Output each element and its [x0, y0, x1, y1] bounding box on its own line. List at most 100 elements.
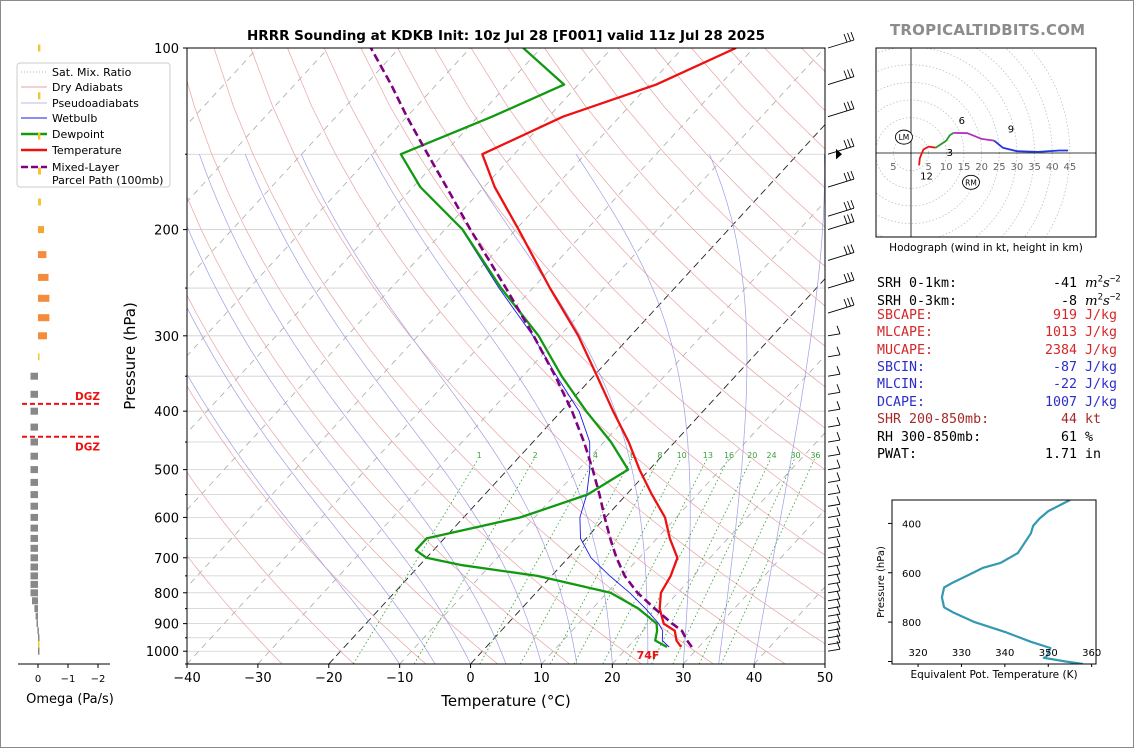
- right-mover-label: RM: [965, 178, 977, 187]
- omega-bar: [30, 563, 38, 571]
- omega-bar: [30, 589, 38, 597]
- theta-e-xlabel: Equivalent Pot. Temperature (K): [910, 669, 1077, 681]
- wind-barb: [827, 484, 841, 496]
- hodograph-height-label: 6: [959, 116, 965, 127]
- omega-x-tick-label: −1: [61, 674, 76, 685]
- legend-label: Wetbulb: [52, 112, 97, 125]
- isotherm-line: [187, 48, 400, 280]
- omega-bar: [38, 226, 44, 234]
- wind-barb: [827, 100, 855, 118]
- hodograph-ring-label: 25: [993, 162, 1006, 173]
- barb-shaft: [827, 145, 855, 155]
- parameter-unit: J/kg: [1085, 359, 1118, 375]
- barb-flag: [850, 138, 855, 147]
- barb-flag: [850, 213, 855, 222]
- x-tick-label: 50: [817, 671, 834, 686]
- parameter-value: -87: [1052, 359, 1077, 375]
- barb-flag: [843, 215, 848, 224]
- barb-flag: [850, 199, 855, 209]
- barb-flag: [843, 102, 848, 111]
- omega-bar: [38, 314, 50, 322]
- barb-pennant: [836, 148, 842, 160]
- barb-flag: [850, 31, 855, 41]
- barb-flag: [843, 140, 848, 149]
- omega-xlabel: Omega (Pa/s): [26, 692, 114, 707]
- barb-shaft: [827, 221, 855, 231]
- y-tick-label: 900: [154, 618, 179, 633]
- right-mover-marker: [962, 174, 980, 190]
- parameter-label: SHR 200-850mb:: [877, 412, 990, 428]
- barb-shaft: [827, 581, 841, 585]
- wind-barb: [827, 606, 841, 617]
- parameter-row: MLCAPE: 1013 J/kg: [877, 324, 1121, 341]
- parameter-value: -22: [1052, 377, 1077, 393]
- hodograph-segment: [918, 145, 936, 166]
- mixing-ratio-line: [698, 458, 795, 664]
- dgz-label: DGZ: [75, 442, 100, 454]
- theta-e-frame: [891, 499, 1097, 665]
- hodograph-segment: [993, 139, 1069, 153]
- omega-x-tick-label: −2: [91, 674, 106, 685]
- omega-bar: [30, 554, 38, 562]
- isotherm-line: [257, 48, 825, 664]
- wind-barb: [827, 496, 841, 507]
- wind-barb: [827, 170, 855, 188]
- wind-barb: [827, 244, 855, 261]
- y-tick-label: 200: [154, 224, 179, 239]
- parameter-unit: m2s−2: [1085, 292, 1121, 309]
- barb-flag: [836, 627, 841, 636]
- barb-shaft: [827, 391, 841, 395]
- barb-shaft: [827, 279, 855, 289]
- dry-adiabat: [187, 294, 498, 664]
- legend-label: Sat. Mix. Ratio: [52, 66, 132, 79]
- barb-flag: [836, 325, 841, 334]
- theta-e-profile: [940, 500, 1084, 664]
- wind-barb: [827, 598, 841, 610]
- omega-bar: [38, 353, 40, 361]
- skewt-background-lines: 1 2 4 6 8 10 13 16 20 24 30 36: [187, 48, 825, 664]
- hodograph-frame: [875, 47, 1097, 238]
- barb-flag: [836, 556, 841, 566]
- barb-flag: [836, 582, 841, 591]
- barb-shaft: [827, 304, 855, 314]
- parameter-value: 61: [1060, 429, 1077, 445]
- y-tick-label: 100: [154, 42, 179, 57]
- omega-bar: [38, 198, 41, 206]
- mixing-ratio-label: 2: [533, 451, 538, 460]
- dry-adiabat: [397, 48, 825, 513]
- dry-adiabat: [187, 555, 283, 664]
- skewt-axes-frame: [186, 47, 826, 665]
- isotherm-line: [187, 48, 684, 588]
- parameter-unit: in: [1085, 446, 1102, 462]
- pseudoadiabat: [300, 154, 578, 664]
- dry-adiabat: [213, 48, 714, 664]
- omega-bar: [30, 524, 38, 532]
- y-tick-label: 700: [154, 552, 179, 567]
- barb-shaft: [827, 648, 841, 652]
- barb-flag: [850, 271, 855, 281]
- barb-shaft: [827, 439, 841, 443]
- parameter-unit: J/kg: [1085, 377, 1118, 393]
- parameter-value: 1007: [1044, 394, 1077, 410]
- wind-barb: [827, 384, 841, 395]
- dry-adiabat: [187, 471, 355, 664]
- mixing-ratio-line: [573, 458, 682, 664]
- barb-shaft: [827, 545, 841, 549]
- wind-barb: [827, 574, 841, 585]
- barb-flag: [836, 528, 841, 537]
- mixing-ratio-label: 30: [790, 451, 800, 460]
- barb-shaft: [827, 333, 841, 337]
- barb-flag: [836, 574, 841, 583]
- barb-flag: [847, 101, 851, 110]
- barb-shaft: [827, 207, 855, 217]
- barb-shaft: [827, 39, 855, 49]
- legend-label: Pseudoadiabats: [52, 97, 139, 110]
- wind-barb: [827, 31, 855, 49]
- barb-shaft: [827, 525, 841, 529]
- wind-barb: [827, 446, 841, 457]
- pseudoadiabat: [199, 154, 507, 664]
- parameter-label: MLCIN:: [877, 377, 926, 393]
- omega-bar: [30, 544, 38, 552]
- barb-flag: [850, 100, 855, 109]
